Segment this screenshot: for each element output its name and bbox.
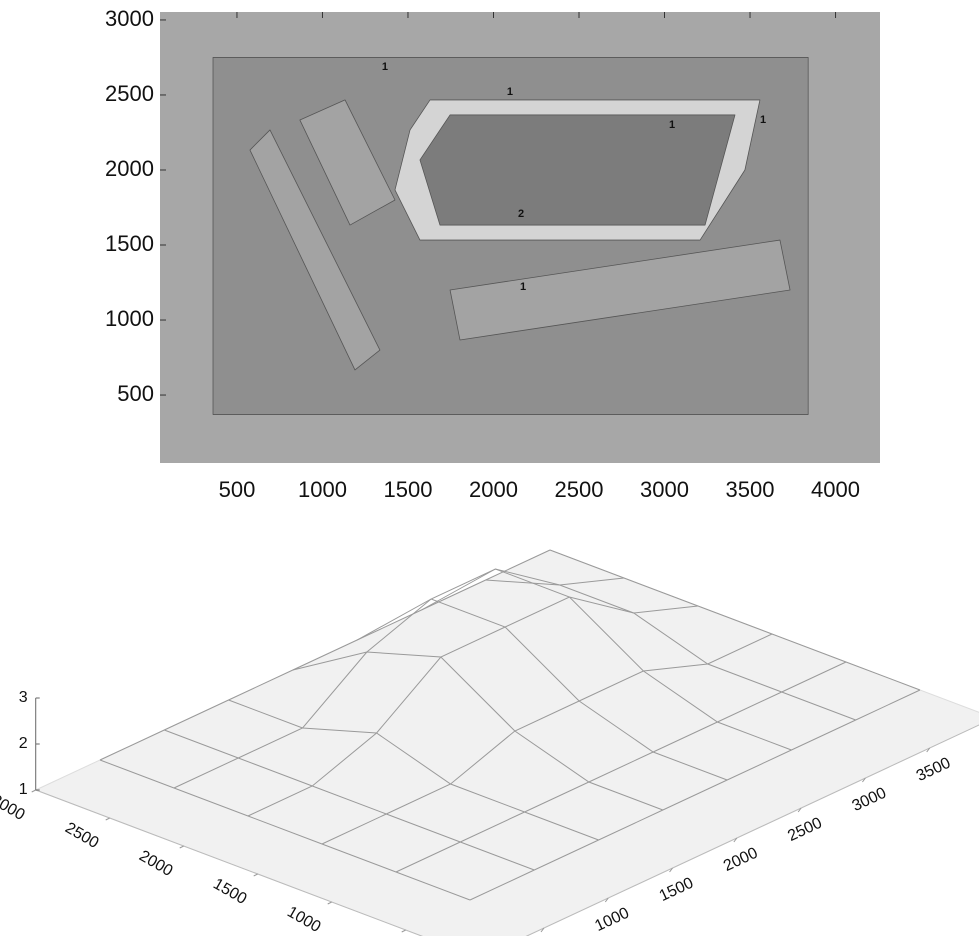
x-tick-label: 1500 [657,874,697,905]
y-tick-label: 2000 [136,847,175,880]
y-tick-label: 1000 [105,306,154,331]
y-tick-label: 1000 [284,903,323,936]
y-tick-label: 2000 [105,156,154,181]
z-tick-label: 3 [19,689,28,706]
contour-label: 1 [507,86,513,98]
figure: 1111125001000150020002500300035004000500… [0,0,979,936]
x-tick-label: 3000 [640,477,689,502]
y-tick-label: 1500 [210,875,249,908]
y-tick [402,930,406,932]
y-tick [180,846,184,848]
contour-label: 1 [760,114,766,126]
x-tick-label: 1000 [298,477,347,502]
y-tick [328,902,332,904]
y-tick-label: 2500 [105,81,154,106]
mesh-floor [36,550,979,936]
contour-label: 2 [518,208,524,220]
x-tick-label: 2000 [721,844,761,875]
y-tick-label: 1500 [105,231,154,256]
contour-label: 1 [520,281,526,293]
x-tick-label: 1000 [592,904,632,935]
x-tick-label: 2000 [469,477,518,502]
x-tick-label: 1500 [384,477,433,502]
x-tick-label: 3500 [726,477,775,502]
y-tick [106,818,110,820]
contour-label: 1 [382,61,388,73]
page: {"chart_data": [ {"type": "contour", "xl… [0,0,979,936]
y-tick-label: 500 [117,381,154,406]
contour-label: 1 [669,119,675,131]
x-tick-label: 500 [219,477,256,502]
x-tick-label: 2500 [555,477,604,502]
y-tick-label: 3000 [105,6,154,31]
y-tick-label: 2500 [62,819,101,852]
contour-region [420,115,735,225]
x-tick-label: 3500 [914,754,954,785]
z-tick-label: 1 [19,781,28,798]
x-tick-label: 2500 [785,814,825,845]
y-tick [32,790,36,792]
x-tick-label: 4000 [811,477,860,502]
z-tick-label: 2 [19,735,28,752]
y-tick [254,874,258,876]
x-tick-label: 3000 [850,784,890,815]
